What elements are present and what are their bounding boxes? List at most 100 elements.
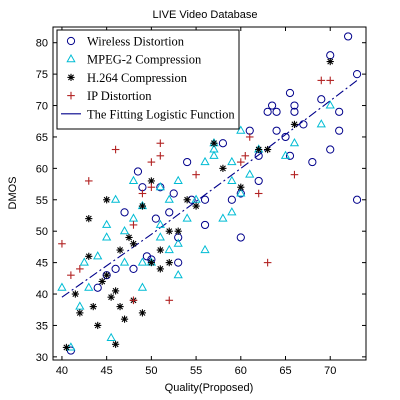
data-point: [237, 158, 245, 166]
legend-marker: [67, 91, 75, 100]
data-point: [165, 296, 174, 305]
data-point: [137, 282, 148, 291]
data-point: [128, 175, 139, 184]
data-point: [174, 258, 183, 267]
data-point: [110, 194, 121, 203]
data-point: [116, 302, 124, 311]
data-point: [227, 156, 237, 166]
data-point: [93, 251, 103, 260]
data-point: [192, 170, 200, 179]
data-point: [200, 244, 210, 254]
data-point: [62, 343, 71, 352]
data-point: [290, 120, 299, 128]
data-point: [255, 145, 263, 154]
data-point: [137, 257, 148, 266]
data-point: [173, 238, 183, 247]
data-point: [173, 175, 183, 184]
data-point: [147, 183, 156, 192]
legend-box: [56, 29, 240, 130]
legend-label: MPEG-2 Compression: [87, 53, 202, 67]
data-point: [76, 309, 84, 317]
data-point: [344, 32, 353, 41]
data-point: [57, 282, 67, 291]
data-point: [299, 120, 308, 129]
y-tick-label: 75: [36, 69, 48, 81]
x-tick-label: 60: [235, 365, 247, 377]
data-point: [200, 156, 210, 166]
data-point: [147, 177, 155, 185]
y-tick-label: 35: [36, 320, 48, 332]
data-point: [98, 277, 106, 286]
data-point: [236, 188, 246, 197]
data-point: [156, 152, 165, 160]
data-point: [129, 296, 138, 305]
data-point: [245, 169, 255, 178]
data-point: [218, 213, 228, 222]
fit-line-layer: [61, 79, 358, 298]
data-point: [290, 107, 299, 116]
data-point: [120, 315, 129, 323]
y-tick-label: 50: [36, 226, 48, 238]
data-point: [245, 133, 254, 141]
data-point: [156, 139, 165, 148]
data-point: [129, 264, 138, 273]
data-point: [169, 189, 178, 198]
x-tick-label: 55: [190, 365, 202, 377]
x-tick-label: 65: [279, 365, 291, 377]
data-points-layer: [57, 32, 362, 355]
legend-marker: [67, 73, 75, 81]
data-point: [263, 258, 272, 267]
data-point: [129, 240, 138, 248]
y-tick-label: 65: [36, 132, 48, 144]
data-point: [192, 202, 200, 210]
data-point: [308, 157, 317, 167]
data-point: [209, 150, 219, 159]
data-point: [138, 202, 147, 210]
data-point: [335, 126, 344, 135]
data-point: [280, 150, 291, 159]
data-point: [183, 196, 191, 204]
y-tick-label: 60: [36, 163, 48, 175]
data-point: [290, 101, 299, 110]
data-point: [218, 139, 228, 148]
legend-marker: [66, 53, 76, 63]
x-axis-title: Quality(Proposed): [165, 382, 254, 394]
data-point: [84, 282, 94, 291]
y-tick-label: 80: [36, 38, 48, 50]
data-point: [164, 194, 174, 203]
chart-title: LIVE Video Database: [153, 9, 258, 21]
y-tick-label: 40: [36, 289, 48, 301]
data-point: [200, 220, 210, 230]
legend-item: IP Distortion: [67, 89, 152, 103]
data-point: [84, 177, 93, 185]
data-point: [103, 196, 111, 204]
data-point: [85, 252, 93, 260]
data-point: [254, 176, 263, 186]
legend-item: H.264 Compression: [67, 71, 188, 85]
data-point: [236, 233, 245, 242]
data-point: [165, 208, 174, 217]
legend-marker: [66, 36, 76, 46]
data-point: [147, 259, 155, 267]
x-tick-label: 50: [145, 365, 157, 377]
axis-ticks-layer: 40 45 50 55 60 65 70 30 35 40 45 50 55 60 65 70 75 80: [36, 27, 366, 377]
data-point: [94, 321, 102, 330]
legend-label: The Fitting Logistic Function: [87, 107, 235, 121]
legend: Wireless Distortion MPEG-2 Compression H.2…: [56, 29, 240, 130]
y-tick-label: 30: [36, 352, 48, 364]
data-point: [352, 70, 362, 79]
data-point: [102, 232, 112, 241]
data-point: [200, 195, 210, 204]
data-point: [111, 264, 120, 273]
data-point: [325, 100, 335, 109]
data-point: [236, 125, 246, 134]
data-point: [107, 293, 115, 301]
data-point: [264, 145, 272, 154]
data-point: [85, 215, 93, 223]
data-point: [66, 342, 76, 351]
data-point: [219, 164, 227, 172]
data-point: [165, 227, 173, 235]
data-point: [156, 246, 164, 254]
y-axis-title: DMOS: [7, 177, 19, 210]
legend-label: Wireless Distortion: [87, 35, 185, 49]
